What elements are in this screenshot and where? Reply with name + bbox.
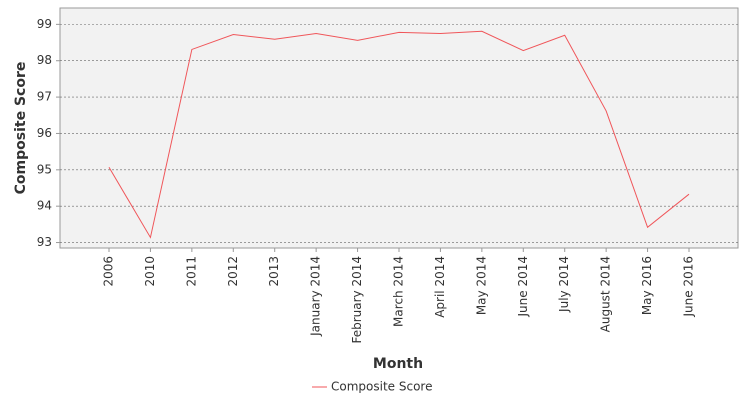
x-tick-label: February 2014: [350, 256, 364, 344]
x-tick-label: July 2014: [557, 256, 571, 313]
y-tick-label: 94: [37, 199, 52, 213]
x-tick-label: 2006: [102, 256, 116, 287]
x-tick-label: June 2014: [516, 256, 530, 318]
y-axis-title: Composite Score: [13, 62, 29, 195]
plot-area: [59, 7, 739, 249]
x-tick-label: 2012: [226, 256, 240, 287]
x-tick-label: 2011: [184, 256, 198, 287]
x-tick-label: June 2016: [682, 256, 696, 318]
x-tick-label: May 2016: [640, 256, 654, 315]
y-tick-label: 95: [37, 162, 52, 176]
legend-label: Composite Score: [331, 380, 432, 394]
series-line: [108, 30, 690, 239]
x-tick-label: May 2014: [474, 256, 488, 315]
x-tick-label: August 2014: [599, 256, 613, 332]
x-tick-label: 2013: [267, 256, 281, 287]
y-tick-label: 93: [37, 235, 52, 249]
x-tick-label: April 2014: [433, 256, 447, 318]
y-tick-label: 97: [37, 90, 52, 104]
y-tick-label: 98: [37, 53, 52, 67]
x-tick-label: January 2014: [309, 256, 323, 337]
x-tick-label: 2010: [143, 256, 157, 287]
y-tick-label: 96: [37, 126, 52, 140]
x-tick-label: March 2014: [392, 256, 406, 327]
y-tick-label: 99: [37, 17, 52, 31]
x-axis-title: Month: [373, 356, 423, 372]
